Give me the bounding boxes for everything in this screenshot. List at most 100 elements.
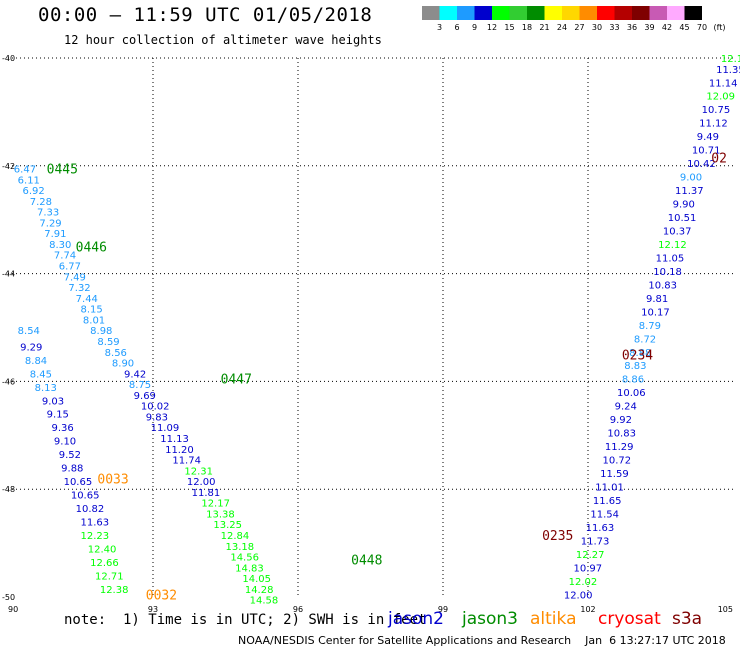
grid-lines [8, 57, 733, 597]
satellite-legend-altika: altika [530, 609, 577, 629]
color-swatch [632, 6, 650, 20]
x-tick-label: 99 [438, 605, 448, 614]
color-swatch [667, 6, 685, 20]
y-tick-label: -50 [2, 593, 15, 602]
wave-height-label: 8.98 [90, 326, 112, 337]
wave-height-label: 10.97 [574, 563, 603, 574]
wave-height-label: 9.36 [52, 423, 74, 434]
axis-ticks: -40 -42 -44 -46 -48 -50 90 93 96 99 102 105 [2, 54, 733, 614]
wave-height-label: 10.82 [76, 504, 105, 515]
chart-subtitle: 12 hour collection of altimeter wave hei… [64, 33, 382, 47]
x-tick-label: 105 [718, 605, 733, 614]
wave-height-label: 10.18 [653, 267, 682, 278]
wave-height-label: 14.28 [245, 585, 274, 596]
wave-height-label: 9.42 [124, 369, 146, 380]
wave-height-label: 11.37 [675, 186, 704, 197]
color-swatch [527, 6, 545, 20]
color-swatch [684, 6, 702, 20]
wave-height-label: 9.49 [697, 132, 719, 143]
time-label: 0448 [351, 553, 382, 568]
y-tick-label: -44 [2, 270, 15, 279]
wave-height-label: 13.25 [213, 520, 242, 531]
wave-height-label: 10.42 [687, 159, 716, 170]
wave-height-label: 8.59 [97, 337, 119, 348]
satellite-legend-jason2: jason2 [388, 609, 444, 629]
wave-height-label: 9.81 [646, 294, 668, 305]
wave-height-label: 11.54 [590, 509, 619, 520]
wave-height-label: 12.31 [184, 466, 213, 477]
wave-height-label: 10.71 [692, 146, 721, 157]
wave-height-label: 9.00 [680, 173, 702, 184]
wave-height-label: 9.69 [134, 391, 156, 402]
x-tick-label: 102 [580, 605, 595, 614]
x-tick-label: 96 [293, 605, 303, 614]
time-label: 0235 [542, 529, 573, 544]
color-legend-label: 33 [609, 23, 619, 32]
time-label: 02 [711, 152, 727, 167]
wave-height-label: 10.75 [702, 105, 731, 116]
wave-height-label: 7.91 [44, 229, 66, 240]
color-legend-label: (ft) [713, 23, 725, 32]
wave-height-label: 11.12 [699, 119, 728, 130]
color-legend: 3 6 9 12 15 18 21 24 27 30 33 36 39 42 45 70 (ft) [422, 6, 726, 32]
wave-height-label: 11.74 [172, 456, 201, 467]
color-legend-label: 9 [472, 23, 477, 32]
color-swatch [649, 6, 667, 20]
x-tick-label: 93 [148, 605, 158, 614]
data-points: 6.476.116.927.287.337.297.918.307.746.77… [14, 54, 740, 607]
wave-height-label: 11.59 [600, 469, 629, 480]
color-legend-label: 27 [574, 23, 584, 32]
wave-height-label: 11.13 [160, 434, 189, 445]
color-swatch [492, 6, 510, 20]
wave-height-label: 6.77 [59, 262, 81, 273]
wave-height-label: 9.88 [61, 464, 83, 475]
wave-height-label: 12.23 [81, 531, 110, 542]
wave-height-label: 12.38 [100, 585, 129, 596]
wave-height-label: 12.12 [658, 240, 687, 251]
wave-height-label: 12.00 [564, 590, 593, 601]
wave-height-label: 12.66 [90, 558, 119, 569]
wave-height-label: 10.51 [668, 213, 697, 224]
wave-height-label: 9.92 [610, 415, 632, 426]
chart-title: 00:00 – 11:59 UTC 01/05/2018 [38, 4, 373, 26]
wave-height-label: 9.10 [54, 437, 76, 448]
color-legend-label: 24 [557, 23, 567, 32]
color-swatch [562, 6, 580, 20]
color-legend-label: 39 [644, 23, 654, 32]
wave-height-label: 8.83 [624, 361, 646, 372]
wave-height-label: 8.13 [35, 383, 57, 394]
wave-height-label: 14.56 [230, 553, 259, 564]
wave-height-label: 7.49 [64, 272, 86, 283]
wave-height-label: 11.65 [593, 496, 622, 507]
wave-height-label: 9.52 [59, 450, 81, 461]
satellite-legend-cryosat: cryosat [598, 609, 661, 629]
time-label: 0033 [97, 472, 128, 487]
wave-height-label: 8.56 [105, 348, 127, 359]
wave-height-label: 8.15 [81, 305, 103, 316]
wave-height-label: 8.45 [30, 369, 52, 380]
time-label: 0032 [146, 588, 177, 603]
color-swatch [439, 6, 457, 20]
wave-height-label: 10.65 [64, 477, 93, 488]
wave-height-label: 11.05 [656, 253, 685, 264]
satellite-legend-s3a: s3a [672, 609, 703, 629]
wave-height-label: 13.18 [226, 542, 255, 553]
wave-height-label: 7.44 [76, 294, 98, 305]
wave-height-label: 7.32 [68, 283, 90, 294]
wave-height-label: 10.65 [71, 491, 100, 502]
wave-height-label: 12.11 [721, 54, 740, 65]
wave-height-label: 10.83 [648, 280, 677, 291]
wave-height-label: 10.83 [607, 429, 636, 440]
wave-height-label: 11.20 [165, 445, 194, 456]
wave-height-label: 12.17 [201, 499, 230, 510]
wave-height-label: 10.37 [663, 226, 692, 237]
wave-height-label: 9.90 [673, 200, 695, 211]
time-label: 0234 [622, 348, 653, 363]
footer-note: note: 1) Time is in UTC; 2) SWH is in fe… [64, 612, 427, 628]
wave-height-label: 8.30 [49, 240, 71, 251]
wave-height-label: 14.83 [235, 563, 264, 574]
wave-height-label: 9.24 [615, 402, 637, 413]
color-legend-label: 42 [662, 23, 672, 32]
color-swatch [597, 6, 615, 20]
